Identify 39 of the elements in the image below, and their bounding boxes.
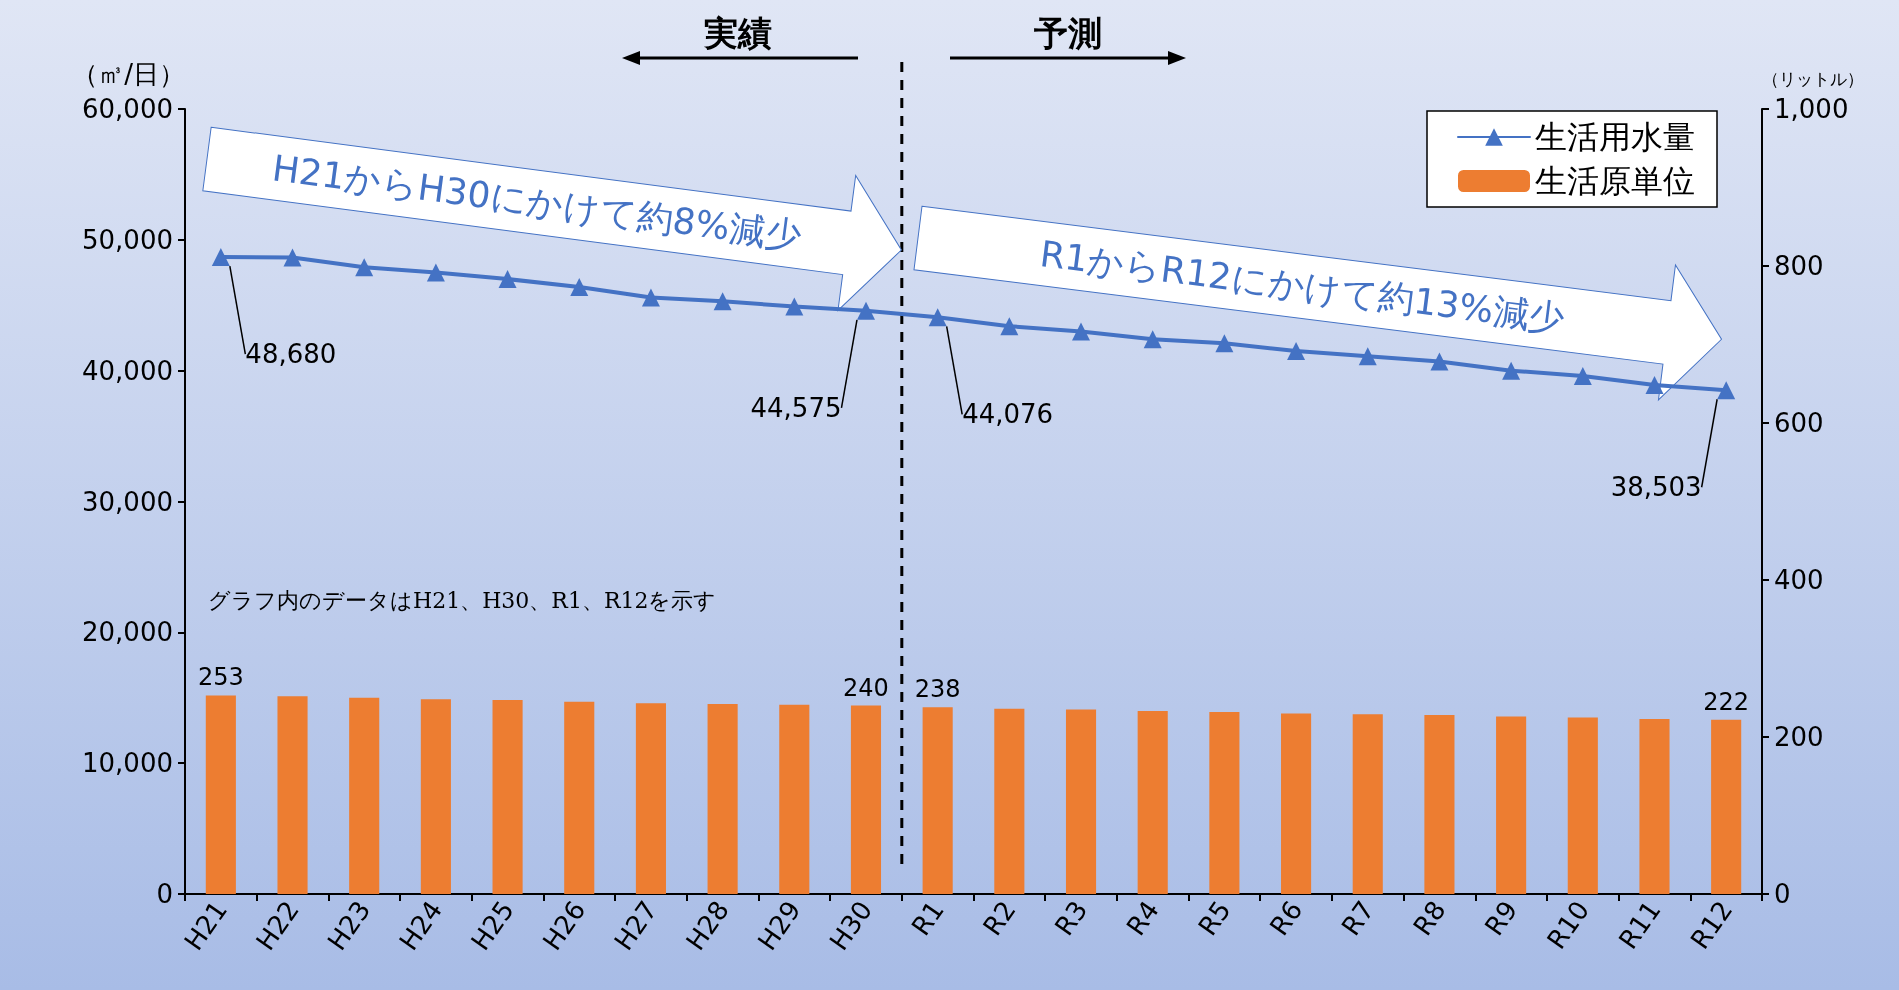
y2-tick-label: 200 — [1774, 722, 1824, 752]
legend-label: 生活原単位 — [1535, 162, 1695, 200]
y-tick-label: 30,000 — [82, 486, 173, 517]
y2-axis-title: （リットル） — [1762, 68, 1864, 89]
x-tick-label: R1 — [905, 895, 950, 941]
y-tick-label: 50,000 — [82, 224, 173, 255]
x-tick-label: R4 — [1120, 895, 1165, 941]
y2-tick-label: 800 — [1774, 251, 1824, 281]
x-tick-label: R6 — [1263, 895, 1309, 941]
y-tick-label: 0 — [156, 879, 173, 909]
data-label: 222 — [1703, 687, 1750, 716]
legend-label: 生活用水量 — [1535, 118, 1695, 156]
x-tick-label: R2 — [977, 895, 1022, 941]
annotation: グラフ内のデータはH21、H30、R1、R12を示す — [208, 587, 717, 613]
data-label: 253 — [197, 663, 244, 692]
y2-tick-label: 400 — [1774, 565, 1824, 595]
data-label: 238 — [914, 675, 961, 704]
annotation: H21からH30にかけて約8%減少 — [269, 147, 804, 258]
annotation: R1からR12にかけて約13%減少 — [1037, 232, 1568, 340]
y-tick-label: 60,000 — [82, 94, 173, 124]
x-tick-label: R3 — [1048, 895, 1094, 941]
y2-tick-label: 600 — [1774, 408, 1824, 438]
y-tick-label: 20,000 — [82, 617, 173, 648]
x-tick-label: R9 — [1478, 895, 1524, 941]
y-tick-label: 10,000 — [82, 748, 173, 779]
y2-tick-label: 0 — [1774, 879, 1791, 909]
x-tick-label: R5 — [1192, 895, 1237, 941]
y-axis-title: （㎥/日） — [72, 59, 185, 89]
data-label: 48,680 — [245, 339, 337, 370]
data-label: 44,575 — [750, 392, 842, 423]
text: 予測 — [1033, 13, 1102, 53]
y2-tick-label: 1,000 — [1774, 94, 1849, 124]
data-label: 38,503 — [1610, 472, 1702, 503]
text: 実績 — [703, 13, 772, 53]
x-tick-label: R8 — [1407, 895, 1452, 941]
x-tick-label: R7 — [1335, 895, 1381, 941]
data-label: 44,076 — [962, 399, 1054, 430]
data-label: 240 — [843, 673, 889, 702]
y-tick-label: 40,000 — [82, 355, 173, 386]
